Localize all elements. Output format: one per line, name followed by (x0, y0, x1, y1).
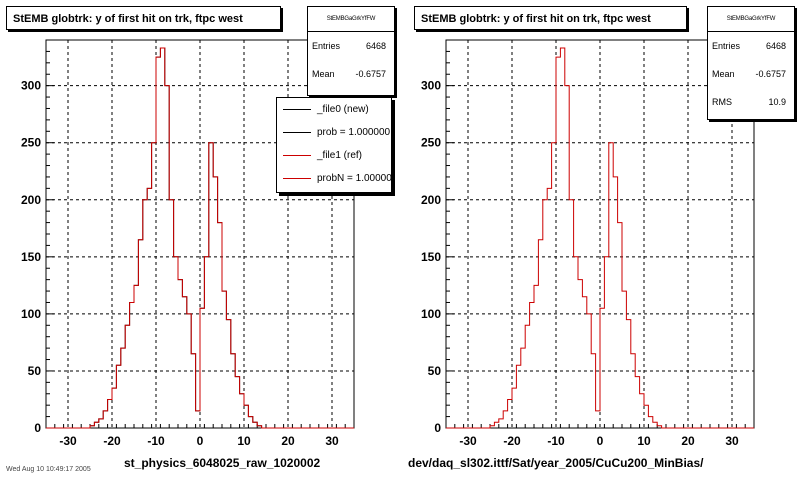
y-tick-label: 300 (21, 79, 41, 93)
legend-entry: probN = 1.000000 (277, 167, 391, 190)
right-stats-box: StEMBGaGrkYfFW Entries 6468 Mean -0.6757… (707, 6, 795, 120)
stats-value: 6468 (365, 41, 386, 51)
y-tick-label: 0 (34, 421, 41, 435)
x-tick-label: -30 (59, 434, 77, 448)
left-plot-title: StEMB globtrk: y of first hit on trk, ft… (6, 6, 281, 30)
right-plot-panel: -30 -20 -10 0 10 20 30 0 50 100 150 200 250 300 StEMB… (400, 0, 800, 480)
x-tick-label: 30 (325, 434, 339, 448)
x-tick-label: -20 (103, 434, 121, 448)
x-tick-label: -10 (547, 434, 565, 448)
left-stats-mean: Mean -0.6757 (308, 60, 394, 88)
x-tick-label: 20 (281, 434, 295, 448)
right-x-axis-label: dev/daq_sl302.ittf/Sat/year_2005/CuCu200… (408, 456, 704, 470)
histogram-series-file1-ref (46, 47, 354, 429)
x-tick-label: -30 (459, 434, 477, 448)
left-stats-entries: Entries 6468 (308, 32, 394, 60)
legend-swatch (283, 178, 311, 179)
x-tick-label: 20 (681, 434, 695, 448)
y-tick-label: 0 (434, 421, 441, 435)
legend-swatch (283, 155, 311, 156)
y-tick-label: 150 (21, 250, 41, 264)
legend-entry: prob = 1.000000 (277, 121, 391, 144)
left-x-axis-label: st_physics_6048025_raw_1020002 (124, 456, 321, 470)
left-plot-panel: -30 -20 -10 0 10 20 30 0 50 100 150 200 250 300 StEMB… (6, 6, 395, 470)
legend-swatch (283, 109, 311, 110)
y-tick-label: 50 (28, 364, 42, 378)
right-stats-mean: Mean -0.6757 (708, 60, 794, 88)
left-legend: _file0 (new) prob = 1.000000 _file1 (ref… (276, 97, 392, 193)
y-tick-label: 100 (21, 307, 41, 321)
stats-value: -0.6757 (755, 69, 786, 79)
x-tick-label: 10 (237, 434, 251, 448)
right-stats-rms: RMS 10.9 (708, 88, 794, 116)
y-tick-label: 300 (421, 79, 441, 93)
x-tick-label: 0 (597, 434, 604, 448)
legend-label: _file1 (ref) (317, 150, 363, 161)
y-tick-label: 100 (421, 307, 441, 321)
left-stats-box: StEMBGaGrkYfFW Entries 6468 Mean -0.6757 (307, 6, 395, 96)
legend-swatch (283, 132, 311, 133)
stats-label: Entries (312, 41, 341, 51)
x-tick-label: -20 (503, 434, 521, 448)
x-tick-label: 0 (197, 434, 204, 448)
footer-timestamp: Wed Aug 10 10:49:17 2005 (6, 466, 91, 473)
y-tick-label: 150 (421, 250, 441, 264)
stats-label: Entries (712, 41, 741, 51)
y-tick-label: 50 (428, 364, 442, 378)
stats-value: 6468 (765, 41, 786, 51)
x-tick-label: 10 (637, 434, 651, 448)
stats-value: 10.9 (768, 97, 786, 107)
right-stats-name: StEMBGaGrkYfFW (708, 7, 794, 32)
stats-label: RMS (712, 97, 732, 107)
x-tick-label: -10 (147, 434, 165, 448)
legend-entry: _file0 (new) (277, 98, 391, 121)
y-tick-label: 200 (21, 193, 41, 207)
stats-label: Mean (712, 69, 735, 79)
legend-label: _file0 (new) (317, 104, 369, 115)
left-stats-name: StEMBGaGrkYfFW (308, 7, 394, 32)
legend-label: prob = 1.000000 (317, 127, 391, 138)
stats-label: Mean (312, 69, 335, 79)
y-tick-label: 250 (421, 136, 441, 150)
y-tick-label: 200 (421, 193, 441, 207)
legend-entry: _file1 (ref) (277, 144, 391, 167)
y-tick-label: 250 (21, 136, 41, 150)
stats-value: -0.6757 (355, 69, 386, 79)
x-tick-label: 30 (725, 434, 739, 448)
histogram-series-file1-ref (446, 47, 754, 429)
right-stats-entries: Entries 6468 (708, 32, 794, 60)
legend-label: probN = 1.000000 (317, 173, 392, 184)
right-plot-title: StEMB globtrk: y of first hit on trk, ft… (414, 6, 687, 30)
